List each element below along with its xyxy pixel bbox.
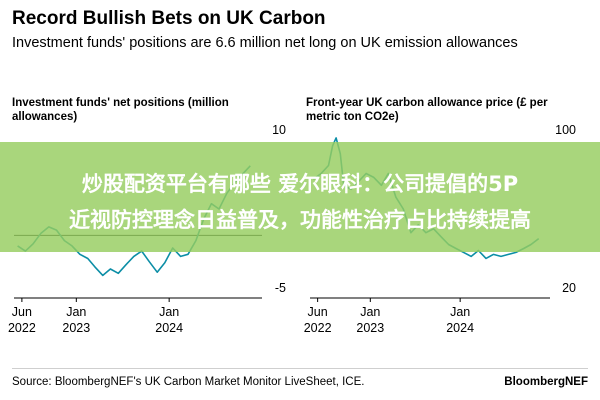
- x-tick-label-year: 2022: [304, 321, 332, 335]
- ad-overlay-line-1: 炒股配资平台有哪些 爱尔眼科：公司提倡的5P: [81, 172, 519, 196]
- y-tick-label: 10: [272, 123, 286, 137]
- x-tick-label-year: 2023: [62, 321, 90, 335]
- y-tick-label: 100: [555, 123, 576, 137]
- source-note: Source: BloombergNEF's UK Carbon Market …: [12, 376, 365, 388]
- x-tick-label-year: 2022: [8, 321, 36, 335]
- left-chart-title: Investment funds' net positions (million…: [12, 97, 229, 123]
- x-tick-label-year: 2024: [446, 321, 474, 335]
- x-tick-label-month: Jun: [308, 305, 328, 319]
- brand-logo: BloombergNEF: [504, 376, 588, 388]
- x-tick-label-month: Jan: [66, 305, 86, 319]
- x-tick-label-month: Jun: [12, 305, 32, 319]
- x-tick-label-year: 2024: [155, 321, 183, 335]
- page-subtitle: Investment funds' positions are 6.6 mill…: [12, 35, 518, 51]
- footer-divider: [12, 368, 588, 369]
- page-title: Record Bullish Bets on UK Carbon: [12, 8, 326, 29]
- ad-overlay-line-2: 近视防控理念日益普及，功能性治疗占比持续提高: [69, 208, 531, 232]
- y-tick-label: -5: [275, 281, 286, 295]
- x-tick-label-month: Jan: [159, 305, 179, 319]
- right-chart-title: Front-year UK carbon allowance price (£ …: [306, 97, 548, 123]
- x-tick-label-year: 2023: [356, 321, 384, 335]
- x-tick-label-month: Jan: [450, 305, 470, 319]
- y-tick-label: 20: [562, 281, 576, 295]
- x-tick-label-month: Jan: [360, 305, 380, 319]
- ad-overlay-banner: [0, 142, 600, 252]
